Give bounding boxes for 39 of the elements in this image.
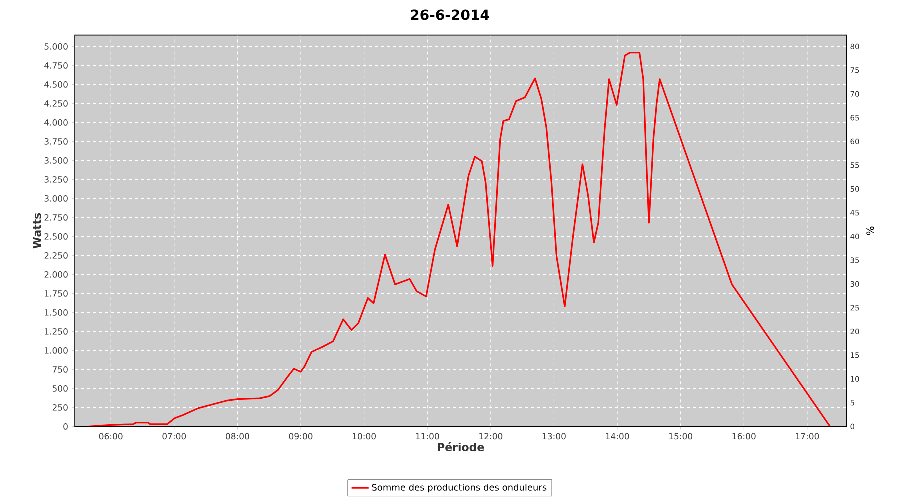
y-tick-label: 2.750 — [44, 214, 68, 221]
y-tick-label: 2.250 — [44, 252, 68, 259]
y-tick-label: 4.250 — [44, 100, 68, 107]
x-tick-label: 17:00 — [796, 433, 820, 440]
y-tick-label: 250 — [52, 404, 68, 411]
x-tick-label: 16:00 — [732, 433, 756, 440]
x-tick-label: 08:00 — [226, 433, 250, 440]
y-tick-label: 4.000 — [44, 119, 68, 126]
y-tick-label: 3.500 — [44, 157, 68, 164]
x-tick-label: 12:00 — [480, 433, 503, 440]
y-tick-label: 1.000 — [45, 347, 68, 354]
x-tick-label: 06:00 — [99, 433, 123, 440]
y-tick-label: 0 — [64, 423, 68, 430]
y-tick-label: 4.750 — [44, 62, 68, 69]
y-tick-label: 1.500 — [45, 309, 68, 316]
line-series — [88, 52, 832, 427]
x-tick-label: 14:00 — [606, 433, 630, 440]
y-tick-label: 3.750 — [44, 138, 68, 145]
y-tick-label: 3.250 — [44, 176, 68, 183]
x-tick-label: 10:00 — [353, 433, 376, 440]
chart-title: 26-6-2014 — [411, 10, 490, 20]
y-tick-label: 1.750 — [45, 290, 68, 297]
y-tick-label: 1.250 — [45, 328, 68, 335]
x-tick-label: 11:00 — [416, 433, 440, 440]
y2-axis-title: % — [866, 226, 874, 236]
y-tick-label: 500 — [52, 385, 68, 392]
x-tick-label: 07:00 — [162, 433, 186, 440]
x-tick-label: 09:00 — [289, 433, 313, 440]
y-tick-label: 3.000 — [44, 195, 68, 202]
y-tick-label: 4.500 — [44, 81, 68, 88]
legend-label: Somme des productions des onduleurs — [372, 484, 547, 493]
y-tick-label: 750 — [52, 366, 68, 373]
y-axis-title: Watts — [33, 213, 42, 249]
x-tick-label: 15:00 — [670, 433, 693, 440]
y-tick-label: 2.000 — [44, 271, 68, 278]
y-tick-label: 2.500 — [44, 233, 68, 240]
x-tick-label: 13:00 — [542, 433, 566, 440]
y-tick-label: 5.000 — [44, 43, 68, 50]
x-axis-title: Période — [438, 442, 484, 452]
